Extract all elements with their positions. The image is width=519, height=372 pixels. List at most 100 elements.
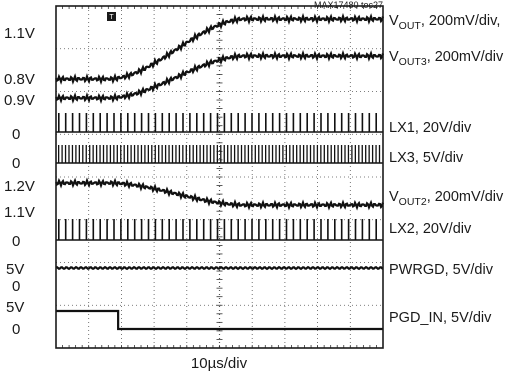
lx1-pulse <box>189 113 191 132</box>
lx3-pulse <box>251 145 253 163</box>
lx2-pulse <box>120 219 122 240</box>
lx3-pulse <box>340 145 343 163</box>
lx1-pulse <box>299 113 302 132</box>
lx2-pulse <box>71 219 74 240</box>
lx2-pulse <box>85 219 88 240</box>
lx3-pulse <box>223 145 225 163</box>
lx2-pulse <box>327 219 329 240</box>
lx2-pulse <box>189 219 191 240</box>
pwrgd-trace <box>55 265 384 271</box>
lx2-pulse <box>216 219 219 240</box>
lx3-pulse <box>85 145 87 163</box>
lx1-pulse <box>154 113 157 132</box>
lx1-pulse <box>230 113 233 132</box>
lx3-pulse <box>302 145 305 163</box>
lx3-pulse <box>99 145 101 163</box>
lx3-pulse <box>375 145 377 163</box>
lx2-pulse <box>237 219 239 240</box>
lx2-pulse <box>251 219 253 240</box>
lx3-pulse <box>206 145 208 163</box>
lx3-pulse <box>337 145 339 163</box>
lx3-pulse <box>196 145 198 163</box>
lx3-pulse <box>64 145 67 163</box>
lx2-pulse <box>113 219 115 240</box>
lx2-pulse <box>161 219 164 240</box>
lx1-pulse <box>216 113 219 132</box>
lx3-pulse <box>209 145 212 163</box>
lx3-pulse <box>261 145 263 163</box>
lx3-pulse <box>127 145 129 163</box>
lx3-pulse <box>327 145 329 163</box>
lx2-pulse <box>99 219 101 240</box>
lx3-pulse <box>116 145 118 163</box>
lx1-pulse <box>278 113 281 132</box>
lx3-pulse <box>240 145 243 163</box>
lx1-pulse <box>223 113 226 132</box>
lx1-pulse <box>375 113 377 132</box>
lx2-pulse <box>182 219 184 240</box>
pgd-in-trace <box>56 309 383 331</box>
lx2-pulse <box>258 219 260 240</box>
lx1-pulse <box>244 113 246 132</box>
lx1-pulse <box>64 113 67 132</box>
lx1-pulse <box>106 113 108 132</box>
lx3-pulse <box>230 145 232 163</box>
lx3-pulse <box>61 145 63 163</box>
lx3-pulse <box>140 145 143 163</box>
lx3-pulse <box>58 145 60 163</box>
scope-grid <box>55 5 383 348</box>
lx3-pulse <box>164 145 167 163</box>
lx3-pulse <box>130 145 132 163</box>
lx3-pulse <box>254 145 256 163</box>
lx1-pulse <box>168 113 170 132</box>
lx2-pulse <box>133 219 136 240</box>
lx2-pulse <box>306 219 308 240</box>
lx1-pulse <box>58 113 60 132</box>
lx2-pulse <box>354 219 357 240</box>
lx3-pulse <box>237 145 239 163</box>
trigger-marker-icon: T <box>107 12 116 21</box>
lx1-zero-label: 0 <box>12 126 20 143</box>
lx2-pulse <box>278 219 281 240</box>
vout2-trace <box>54 177 385 211</box>
lx1-pulse <box>271 113 274 132</box>
lx1-pulse <box>140 113 143 132</box>
lx1-pulse <box>292 113 295 132</box>
lx1-pulse <box>347 113 350 132</box>
lx1-pulse <box>182 113 184 132</box>
lx1-pulse <box>251 113 253 132</box>
lx3-pulse <box>82 145 84 163</box>
lx3-pulse <box>289 145 291 163</box>
lx1-pulse <box>209 113 212 132</box>
lx1-pulse <box>99 113 101 132</box>
lx3-pulse <box>182 145 184 163</box>
lx3-pulse <box>233 145 236 163</box>
lx2-pulse <box>196 219 198 240</box>
vout-bottom-label: 0.8V <box>4 71 35 88</box>
lx3-pulse <box>106 145 108 163</box>
channel-label-vout: VOUT, 200mV/div, <box>389 13 500 32</box>
lx3-pulse <box>282 145 284 163</box>
lx2-pulse <box>361 219 364 240</box>
lx2-pulse <box>299 219 302 240</box>
lx3-pulse <box>161 145 163 163</box>
channel-label-pwrgd: PWRGD, 5V/div <box>389 262 494 278</box>
lx3-pulse <box>109 145 112 163</box>
lx2-pulse <box>230 219 233 240</box>
lx1-pulse <box>354 113 357 132</box>
lx3-pulse <box>68 145 70 163</box>
lx3-pulse <box>137 145 139 163</box>
lx2-pulse <box>334 219 336 240</box>
scope-frame <box>55 5 384 349</box>
lx2-pulse <box>271 219 274 240</box>
lx1-pulse <box>361 113 364 132</box>
lx3-pulse <box>292 145 294 163</box>
channel-label-lx2: LX2, 20V/div <box>389 221 472 237</box>
lx1-pulse <box>113 113 115 132</box>
lx2-pulse <box>175 219 177 240</box>
lx3-pulse <box>102 145 105 163</box>
lx2-pulse <box>140 219 143 240</box>
lx3-pulse <box>265 145 267 163</box>
lx1-pulse <box>265 113 267 132</box>
